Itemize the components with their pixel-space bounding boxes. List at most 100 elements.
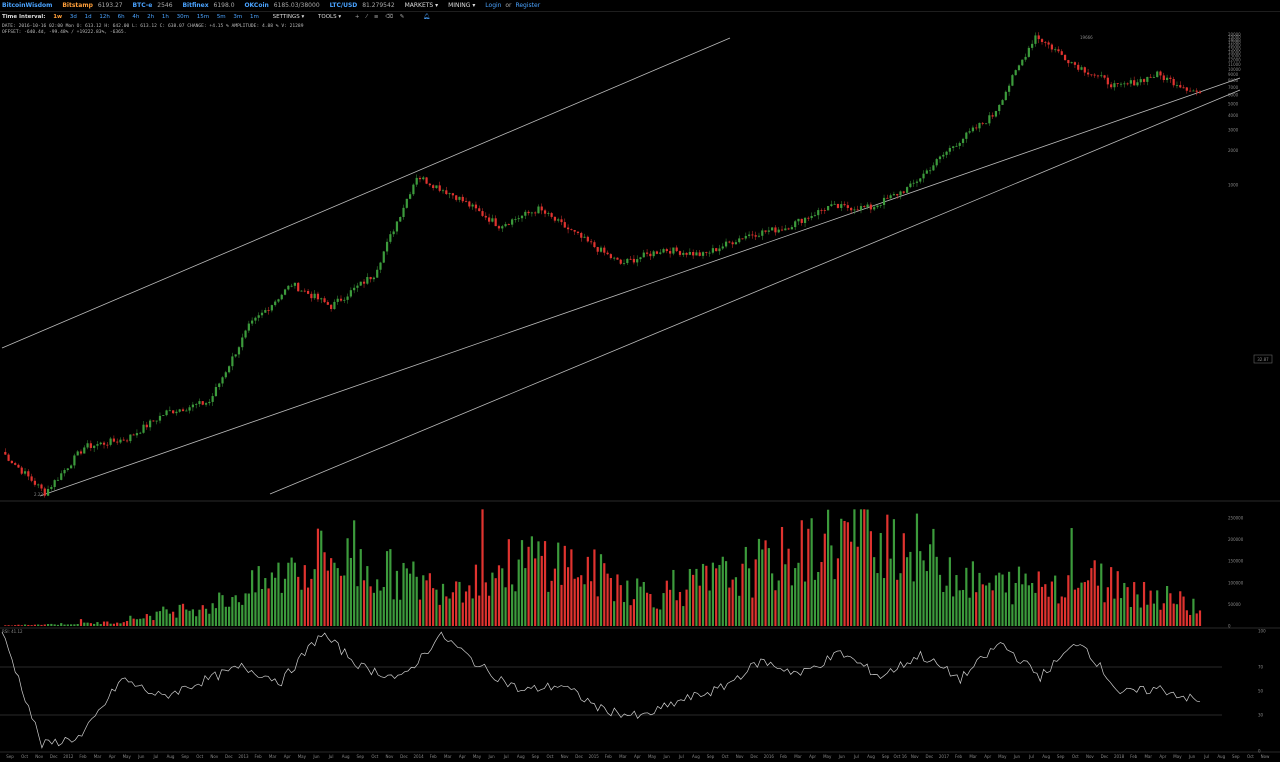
volume-bar xyxy=(112,623,116,626)
volume-bar xyxy=(267,588,270,626)
fib-tool-icon[interactable]: ≡ xyxy=(373,14,379,20)
price-axis-tick: 11000 xyxy=(1228,62,1241,67)
volume-bar xyxy=(50,623,53,626)
volume-bar xyxy=(1044,584,1047,626)
login-link[interactable]: Login xyxy=(485,2,502,9)
candle-body xyxy=(994,111,998,117)
volume-bar xyxy=(1067,575,1070,626)
interval-3m[interactable]: 3m xyxy=(233,14,243,20)
settings-menu[interactable]: SETTINGS ▾ xyxy=(273,12,305,23)
candle-body xyxy=(873,207,876,210)
tools-menu[interactable]: TOOLS ▾ xyxy=(318,12,341,23)
volume-bar xyxy=(494,578,497,626)
candle-body xyxy=(938,156,942,160)
candle-body xyxy=(139,432,142,434)
register-link[interactable]: Register xyxy=(515,2,541,9)
wrench-tool-icon[interactable]: ✎ xyxy=(399,14,405,20)
brand-logo[interactable]: BitcoinWisdom xyxy=(2,2,53,9)
candle-body xyxy=(655,251,659,254)
interval-15m[interactable]: 15m xyxy=(196,14,210,20)
candle-body xyxy=(823,210,826,211)
volume-bar xyxy=(43,624,46,626)
interval-1m[interactable]: 1m xyxy=(250,14,259,20)
ticker-bitstamp-name[interactable]: Bitstamp xyxy=(62,2,93,9)
volume-bar xyxy=(56,624,60,626)
candle-body xyxy=(1096,75,1100,77)
interval-1h[interactable]: 1h xyxy=(161,14,169,20)
volume-bar xyxy=(445,596,448,626)
candle-body xyxy=(1037,35,1040,40)
volume-bar xyxy=(201,605,204,626)
candle-body xyxy=(912,182,915,184)
candle-body xyxy=(1067,60,1070,64)
mining-menu[interactable]: MINING ▾ xyxy=(448,0,475,11)
candle-body xyxy=(981,122,984,124)
volume-bar xyxy=(603,563,606,626)
candle-body xyxy=(675,247,678,252)
volume-bar xyxy=(293,562,297,626)
candle-body xyxy=(428,183,431,186)
volume-bar xyxy=(204,608,208,626)
ticker-bitfinex-name[interactable]: Bitfinex xyxy=(182,2,209,9)
interval-1w[interactable]: 1w xyxy=(53,14,63,20)
candle-body xyxy=(471,204,474,207)
time-axis-tick: Mar xyxy=(619,754,627,759)
ticker-ltcusd-name[interactable]: LTC/USD xyxy=(329,2,358,9)
rsi-axis-tick: 0 xyxy=(1258,749,1261,754)
volume-bar xyxy=(76,624,79,626)
volume-bar xyxy=(86,622,89,626)
candle-body xyxy=(1129,80,1132,84)
volume-bar xyxy=(458,581,461,626)
volume-bar xyxy=(46,624,50,626)
volume-bar xyxy=(491,572,494,626)
candle-body xyxy=(162,415,165,416)
volume-bar xyxy=(17,624,20,626)
volume-bar xyxy=(741,563,744,626)
interval-4h[interactable]: 4h xyxy=(132,14,140,20)
interval-2h[interactable]: 2h xyxy=(147,14,155,20)
candle-body xyxy=(1182,87,1185,89)
interval-1d[interactable]: 1d xyxy=(84,14,92,20)
interval-6h[interactable]: 6h xyxy=(117,14,125,20)
interval-30m[interactable]: 30m xyxy=(176,14,189,20)
candle-body xyxy=(629,258,632,260)
candle-body xyxy=(1146,76,1149,82)
volume-bar xyxy=(1156,590,1159,626)
candle-info-line1: DATE: 2016-10-16 02:00 Mon O: 613.12 H: … xyxy=(2,24,304,29)
candle-body xyxy=(613,257,616,259)
ticker-okcoin-name[interactable]: OKCoin xyxy=(244,2,269,9)
candle-body xyxy=(303,290,306,292)
interval-3d[interactable]: 3d xyxy=(69,14,77,20)
time-axis-tick: Jul xyxy=(1028,754,1034,759)
candle-body xyxy=(178,409,181,412)
volume-bar xyxy=(254,592,257,626)
volume-bar xyxy=(570,549,573,626)
line-tool-icon[interactable]: ⁄ xyxy=(366,14,368,20)
volume-bar xyxy=(629,605,632,626)
volume-bar xyxy=(902,533,905,626)
time-axis-tick: May xyxy=(823,754,832,759)
ticker-bitfinex-price: 6198.0 xyxy=(213,2,235,9)
volume-bar xyxy=(659,609,662,626)
rsi-axis-tick: 50 xyxy=(1258,689,1264,694)
candle-body xyxy=(534,212,537,214)
alert-bell-icon[interactable]: 🔔︎ xyxy=(423,14,431,20)
volume-bar xyxy=(1116,571,1119,626)
markets-menu[interactable]: MARKETS ▾ xyxy=(405,0,439,11)
candle-body xyxy=(362,281,366,284)
candle-body xyxy=(484,215,487,218)
interval-5m[interactable]: 5m xyxy=(216,14,226,20)
volume-bar xyxy=(425,580,428,626)
candle-body xyxy=(757,235,761,237)
candle-body xyxy=(270,305,273,311)
price-chart-area[interactable]: 2000019000180001700016000150001400013000… xyxy=(0,30,1280,762)
interval-12h[interactable]: 12h xyxy=(99,14,110,20)
volume-bar xyxy=(323,552,326,626)
eraser-tool-icon[interactable]: ⌫ xyxy=(385,14,394,20)
volume-bar xyxy=(484,582,487,626)
volume-axis-tick: 0 xyxy=(1228,624,1231,629)
ticker-btce-name[interactable]: BTC-e xyxy=(132,2,153,9)
candle-body xyxy=(586,236,589,242)
crosshair-tool-icon[interactable]: + xyxy=(354,14,360,20)
candle-body xyxy=(1057,49,1060,52)
